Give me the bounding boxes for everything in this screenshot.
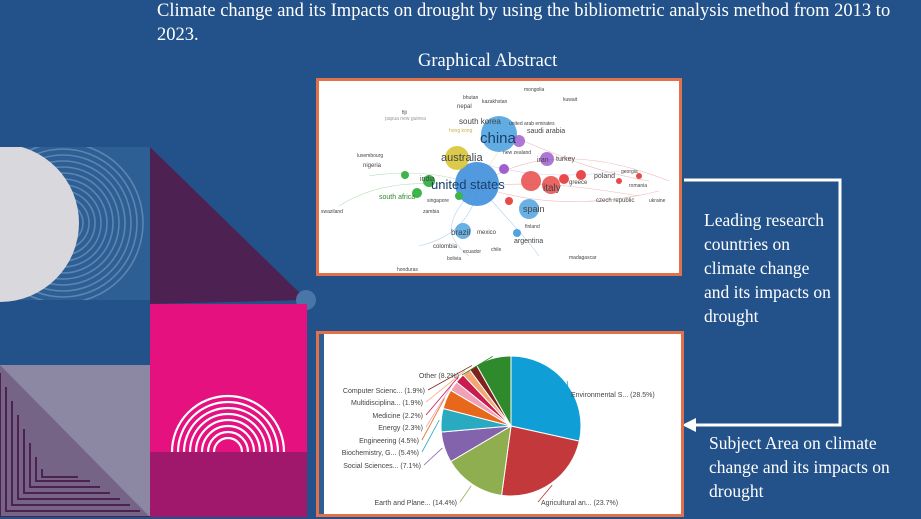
node-label-saudi-arabia: saudi arabia <box>527 128 565 135</box>
subject-area-caption: Subject Area on climate change and its i… <box>709 433 890 501</box>
node-label-czech-republic: czech republic <box>596 198 634 204</box>
subject-area-figure: Environmental S... (28.5%) Agricultural a… <box>316 331 684 517</box>
node-label-italy: italy <box>543 183 561 194</box>
pie-label-9: Multidisciplina... (1.9%) <box>351 400 423 407</box>
pie-leader-2 <box>537 484 553 503</box>
node-label-greece: greece <box>569 180 588 186</box>
pie-label-2: Agricultural an... (23.7%) <box>541 500 618 507</box>
pie-label-8: Medicine (2.2%) <box>372 413 423 420</box>
node-label-ukraine: ukraine <box>649 198 666 204</box>
node-label-uae: united arab emirates <box>509 121 555 127</box>
node-label-india: india <box>420 176 435 183</box>
node-label-luxembourg: luxembourg <box>357 153 383 159</box>
node-label-south-africa: south africa <box>379 194 415 201</box>
pie-leader-9 <box>425 370 466 403</box>
node-label-united-states: united states <box>431 177 505 192</box>
node-label-mongolia: mongolia <box>524 87 545 93</box>
pie-label-6: Engineering (4.5%) <box>359 438 419 445</box>
pie-slice-11 <box>475 355 512 428</box>
pie-leader-10 <box>427 365 473 391</box>
pie-leader-6 <box>421 398 445 441</box>
node-label-iran: iran <box>537 157 549 164</box>
node-label-kuwait: kuwait <box>563 97 578 103</box>
pie-leader-8 <box>425 376 459 416</box>
pie-label-10: Computer Scienc... (1.9%) <box>343 388 425 395</box>
pie-label-3: Earth and Plane... (14.4%) <box>375 500 458 507</box>
network-map: mongolia bhutan kazakhstan kuwait nepal … <box>321 87 670 273</box>
node-label-colombia: colombia <box>433 244 458 250</box>
node-label-papua-new-guinea: papua new guinea <box>385 116 426 122</box>
node-label-ecuador: ecuador <box>463 249 481 255</box>
node-label-kazakhstan: kazakhstan <box>482 99 508 105</box>
pie-label-7: Energy (2.3%) <box>378 425 423 432</box>
node-label-poland: poland <box>594 173 615 180</box>
node-label-romania: romania <box>629 183 647 189</box>
node-label-australia: australia <box>441 152 483 164</box>
node-label-south-korea: south korea <box>459 117 501 126</box>
node-label-argentina: argentina <box>514 238 543 245</box>
decorative-shapes <box>0 147 316 517</box>
node-label-fiji: fiji <box>402 110 407 116</box>
node-label-chile: chile <box>491 247 502 253</box>
pie-leader-3 <box>459 485 472 503</box>
subject-area-pie-chart: Environmental S... (28.5%) Agricultural a… <box>342 355 655 507</box>
node-label-hong-kong: hong kong <box>449 128 473 134</box>
node-label-china: china <box>480 130 517 147</box>
slide-title: Climate change and its Impacts on drough… <box>157 1 891 45</box>
pie-label-11: Other (8.2%) <box>419 373 459 380</box>
pie-label-1: Environmental S... (28.5%) <box>571 392 655 399</box>
pie-label-5: Biochemistry, G... (5.4%) <box>342 450 419 457</box>
pie-slice-2 <box>501 425 580 497</box>
node-label-brazil: brazil <box>451 228 470 237</box>
node-label-zambia: zambia <box>423 209 439 215</box>
node-label-nepal: nepal <box>457 104 472 110</box>
pie-label-4: Social Sciences... (7.1%) <box>343 463 421 470</box>
node-label-mexico: mexico <box>477 230 497 236</box>
pie-leader-1 <box>566 380 569 395</box>
node-label-nigeria: nigeria <box>363 163 382 169</box>
node-label-turkey: turkey <box>556 156 576 163</box>
country-network-figure: mongolia bhutan kazakhstan kuwait nepal … <box>316 78 682 276</box>
pie-slice-3 <box>449 425 512 496</box>
pie-leader-5 <box>421 419 440 453</box>
deco-purple-triangle <box>150 147 307 304</box>
node-label-bolivia: bolivia <box>447 256 461 262</box>
deco-pink-panel <box>150 304 307 452</box>
node-label-swaziland: swaziland <box>321 209 343 215</box>
node-label-singapore: singapore <box>427 198 449 204</box>
node-label-finland: finland <box>525 224 540 230</box>
pie-slice-1 <box>510 355 582 442</box>
node-label-bhutan: bhutan <box>463 95 479 101</box>
node-label-madagascar: madagascar <box>569 255 597 261</box>
pie-leader-7 <box>425 384 453 428</box>
pie-leader-4 <box>423 447 443 466</box>
graphical-abstract-heading: Graphical Abstract <box>418 51 558 71</box>
node-label-new-zealand: new zealand <box>503 150 531 156</box>
countries-caption: Leading research countries on climate ch… <box>704 210 831 326</box>
deco-white-half-circle <box>0 147 79 302</box>
deco-magenta-strip <box>150 452 307 517</box>
node-label-honduras: honduras <box>397 267 418 273</box>
pie-leader-11 <box>461 356 493 376</box>
node-label-georgia: georgia <box>621 169 638 175</box>
network-nodes <box>401 116 642 239</box>
node-label-spain: spain <box>523 204 545 214</box>
